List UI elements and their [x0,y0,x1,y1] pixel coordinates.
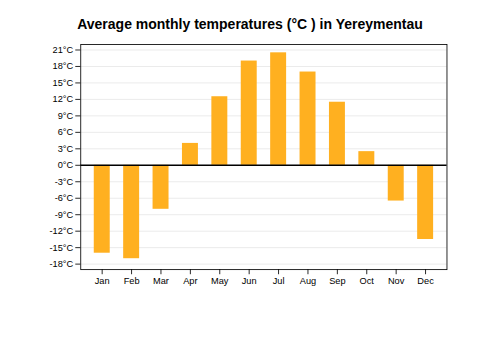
svg-text:Sep: Sep [329,276,345,286]
svg-text:18°C: 18°C [53,61,74,71]
svg-text:Jul: Jul [273,276,285,286]
svg-text:12°C: 12°C [53,94,74,104]
svg-text:Apr: Apr [183,276,197,286]
svg-text:9°C: 9°C [58,111,74,121]
svg-text:Feb: Feb [124,276,140,286]
svg-text:May: May [211,276,229,286]
svg-text:Jun: Jun [242,276,257,286]
svg-text:Oct: Oct [360,276,375,286]
svg-text:6°C: 6°C [58,127,74,137]
svg-text:-15°C: -15°C [50,243,74,253]
svg-text:3°C: 3°C [58,144,74,154]
svg-text:-6°C: -6°C [55,193,74,203]
svg-text:-12°C: -12°C [50,226,74,236]
svg-text:-18°C: -18°C [50,259,74,269]
svg-text:0°C: 0°C [58,160,74,170]
svg-text:-3°C: -3°C [55,177,74,187]
svg-text:Dec: Dec [417,276,434,286]
html-text:Average monthly temperatures (: Average monthly temperatures (°C ) in Ye… [77,16,423,32]
svg-text:Nov: Nov [388,276,405,286]
svg-text:Mar: Mar [153,276,169,286]
svg-text:Jan: Jan [95,276,110,286]
svg-text:Aug: Aug [300,276,316,286]
svg-text:15°C: 15°C [53,78,74,88]
svg-text:-9°C: -9°C [55,210,74,220]
svg-text:21°C: 21°C [53,45,74,55]
